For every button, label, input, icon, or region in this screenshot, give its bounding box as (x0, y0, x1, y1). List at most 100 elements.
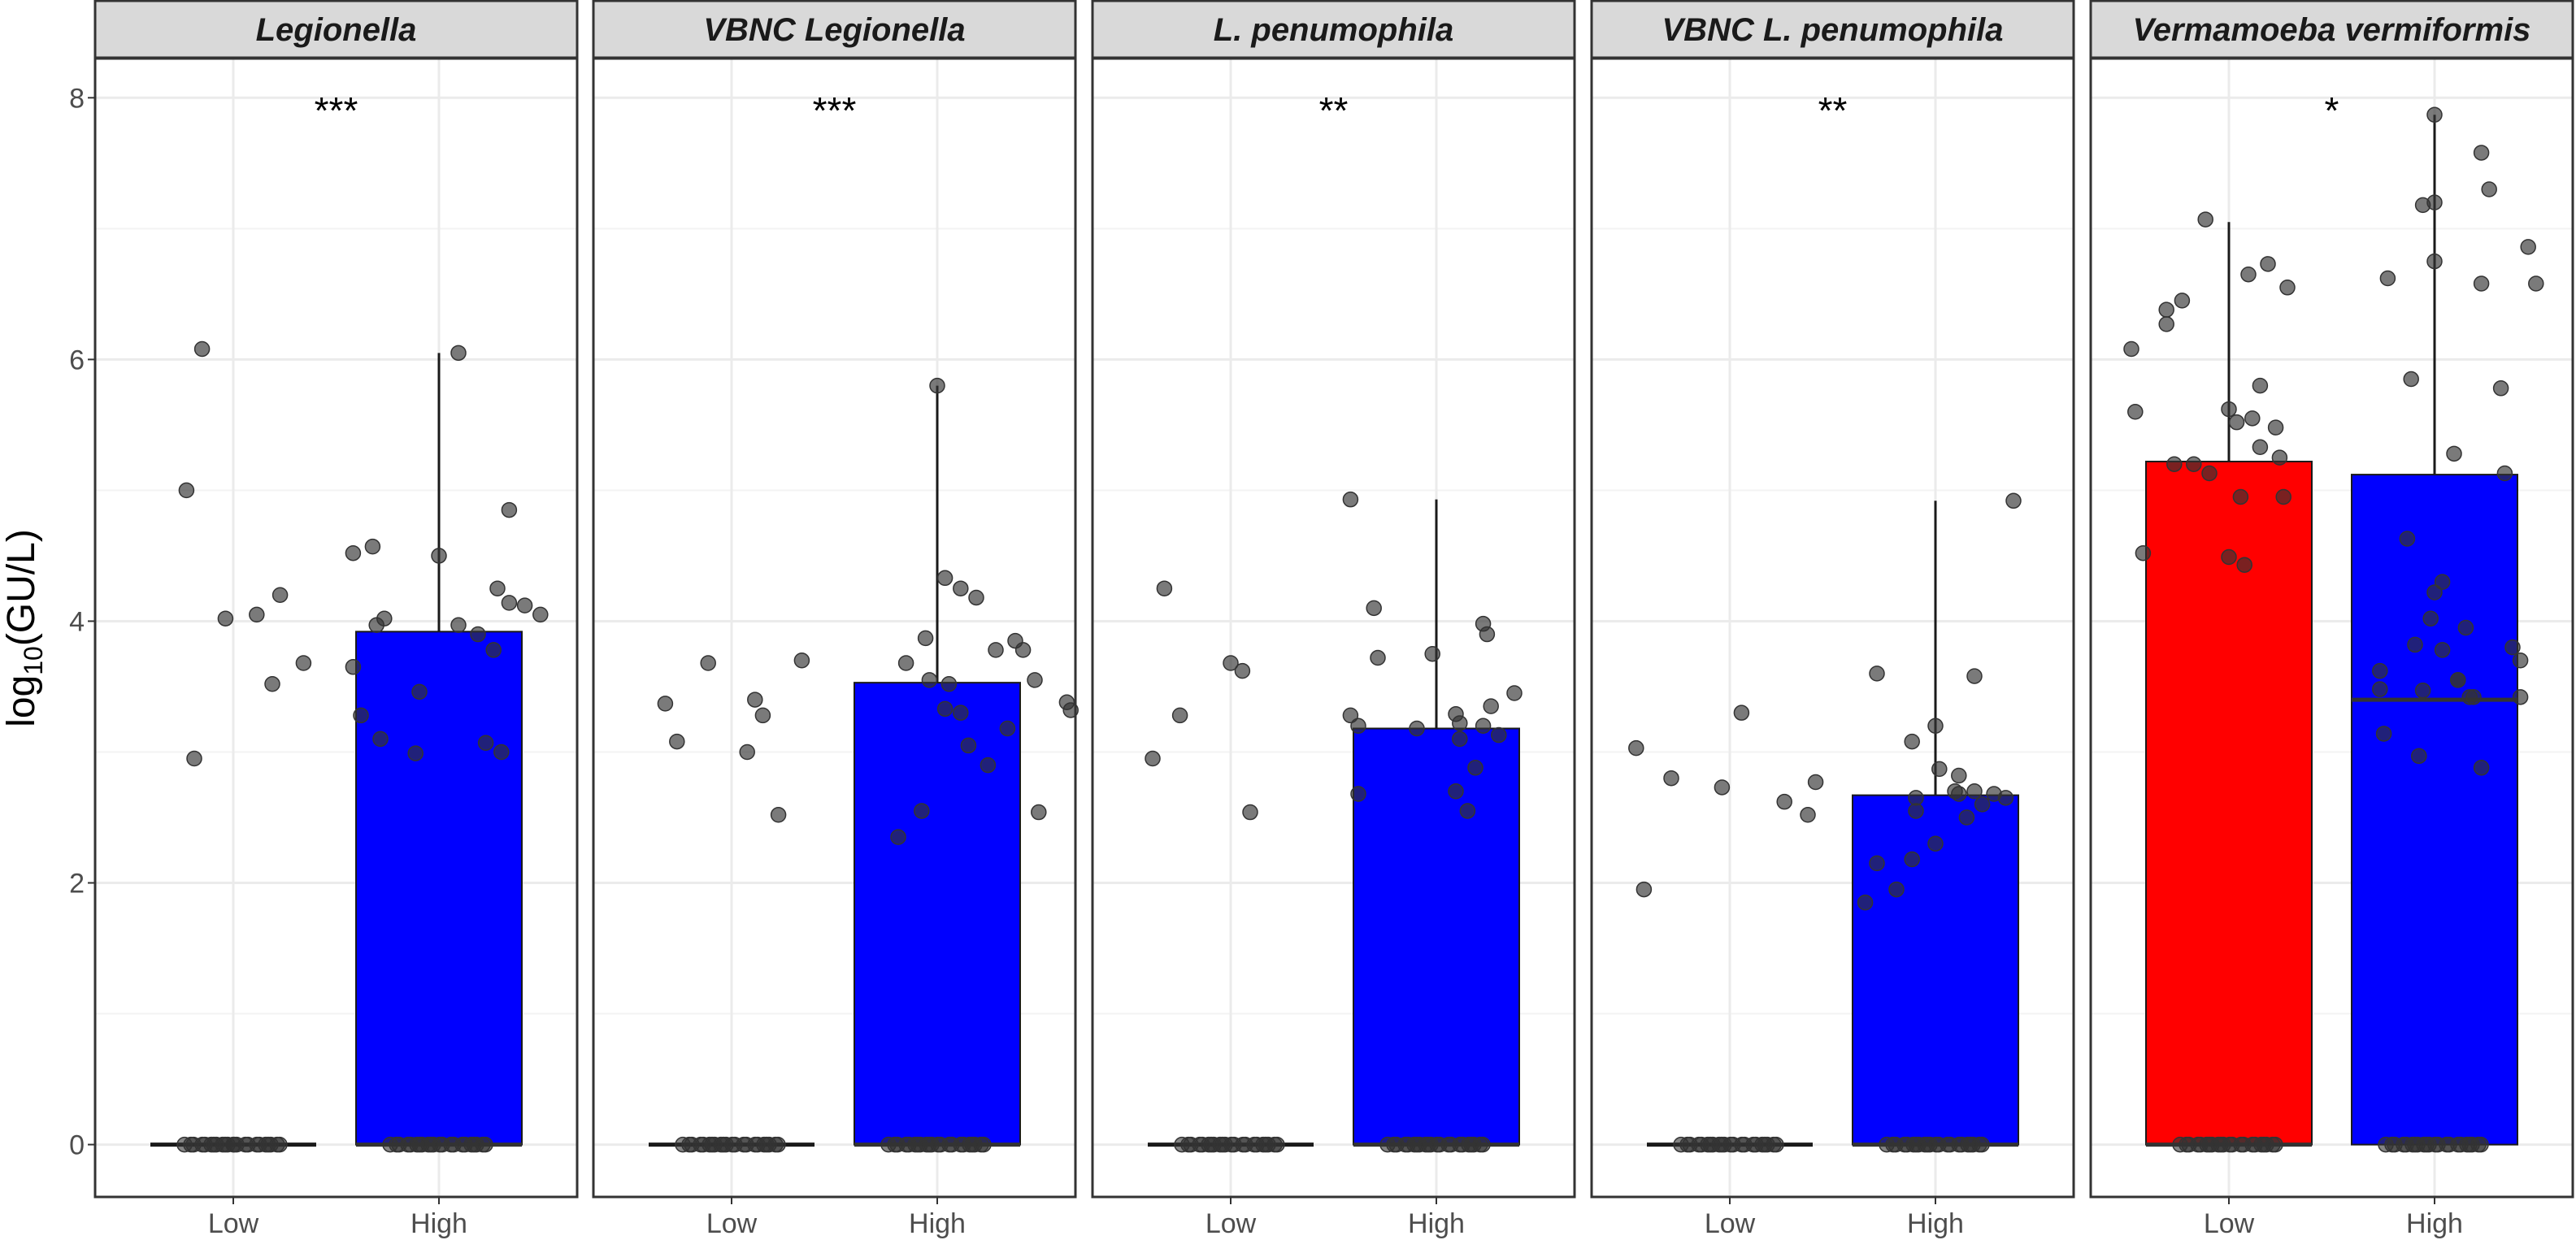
data-point (968, 589, 984, 606)
data-point (1467, 760, 1483, 776)
facet-panel: L. penumophila ** Low High (1058, 0, 1576, 1239)
data-point (1156, 580, 1173, 596)
x-tick-label: High (1907, 1208, 1964, 1239)
y-axis-label-subscript: 10 (19, 646, 48, 675)
data-point (914, 803, 930, 819)
data-point (2434, 574, 2451, 590)
panel-title: Vermamoeba vermiformis (2133, 12, 2531, 48)
data-point (2434, 642, 2451, 658)
data-point (897, 655, 914, 671)
data-point (2244, 410, 2261, 427)
zero-data-point (681, 1136, 697, 1153)
data-point (936, 570, 954, 587)
zero-data-point (2199, 1136, 2215, 1153)
data-point (1223, 655, 1239, 671)
data-point (2446, 445, 2462, 462)
data-point (2496, 465, 2513, 482)
data-point (1997, 790, 2014, 806)
data-point (980, 757, 997, 774)
y-tick-label: 8 (69, 83, 85, 114)
data-point (372, 731, 389, 748)
data-point (2403, 371, 2419, 388)
data-point (2512, 653, 2529, 669)
zero-data-point (1679, 1136, 1696, 1153)
data-point (1888, 881, 1905, 898)
zero-data-point (409, 1136, 425, 1153)
data-point (2426, 584, 2443, 600)
x-tick-label: High (411, 1208, 467, 1239)
data-point (2236, 557, 2252, 573)
data-point (1491, 726, 1507, 744)
data-point (1448, 783, 1464, 800)
bar (1852, 794, 2019, 1146)
data-point (1908, 803, 1924, 819)
zero-data-point (389, 1136, 405, 1153)
data-point (999, 720, 1016, 737)
panel-title: L. penumophila (1214, 12, 1454, 48)
data-point (2275, 488, 2291, 505)
data-point (747, 692, 763, 708)
zero-data-point (2384, 1136, 2400, 1153)
data-point (295, 655, 312, 671)
data-point (1031, 804, 1047, 821)
data-point (2422, 610, 2439, 627)
data-point (1714, 779, 1731, 796)
data-point (2411, 748, 2427, 765)
x-tick-label: Low (706, 1208, 758, 1239)
zero-data-point (1201, 1136, 1217, 1153)
y-tick-label: 0 (69, 1130, 85, 1161)
data-point (1869, 666, 1885, 682)
data-point (2158, 316, 2174, 332)
zero-data-point (183, 1136, 199, 1153)
data-point (960, 737, 977, 754)
bar (355, 631, 523, 1146)
zero-data-point (702, 1136, 718, 1153)
data-point (2450, 672, 2466, 688)
data-point (2005, 492, 2022, 509)
data-point (2426, 253, 2443, 270)
data-point (2127, 404, 2144, 420)
data-point (1350, 786, 1366, 802)
data-point (657, 696, 674, 712)
data-point (2426, 106, 2443, 123)
data-point (2267, 419, 2284, 436)
panel-title: VBNC Legionella (703, 12, 965, 48)
bar (854, 682, 1021, 1146)
data-point (1475, 718, 1492, 735)
significance-label: * (2325, 89, 2339, 132)
zero-data-point (463, 1136, 480, 1153)
data-point (217, 610, 234, 627)
zero-data-point (1960, 1136, 1976, 1153)
data-point (1904, 851, 1920, 868)
data-point (921, 672, 938, 688)
zero-data-point (1386, 1136, 1402, 1153)
y-axis-label-log: log (0, 675, 43, 727)
data-point (1951, 786, 1967, 802)
data-point (2492, 380, 2509, 397)
facet-panel: VBNC L. penumophila ** Low High (1590, 0, 2075, 1239)
data-point (940, 675, 958, 692)
data-point (1800, 807, 1816, 823)
data-point (1452, 715, 1468, 731)
zero-data-point (1905, 1136, 1922, 1153)
data-point (2279, 280, 2296, 296)
data-point (669, 733, 685, 750)
zero-data-point (1406, 1136, 1423, 1153)
data-point (1927, 835, 1944, 852)
zero-data-point (1700, 1136, 1716, 1153)
zero-data-point (1885, 1136, 1901, 1153)
data-point (2201, 465, 2218, 482)
zero-data-point (2459, 1136, 2475, 1153)
data-point (376, 610, 393, 627)
data-point (1342, 491, 1359, 508)
data-point (1931, 761, 1948, 778)
data-point (407, 745, 424, 761)
data-point (516, 597, 533, 613)
data-point (2372, 681, 2388, 697)
data-point (2260, 256, 2276, 272)
data-point (1506, 685, 1523, 701)
y-axis-label-units: (GU/L) (0, 529, 43, 646)
data-point (2232, 488, 2249, 505)
data-point (353, 707, 369, 724)
